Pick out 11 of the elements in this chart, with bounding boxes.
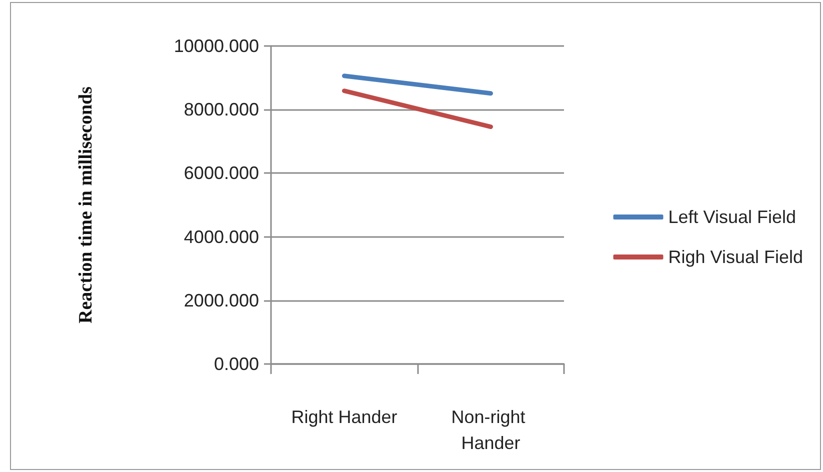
x-tick-label: Right Hander [291,407,398,427]
y-tick-label: 2000.000 [184,290,259,310]
y-tick-label: 6000.000 [184,163,259,184]
y-axis-title: Reaction time in milliseconds [76,86,96,324]
x-tick-label: Non-right Hander [451,407,530,453]
y-tick-label: 4000.000 [184,226,259,247]
y-tick-label: 8000.000 [184,100,259,120]
legend-label: Left Visual Field [668,207,796,227]
legend-label: Righ Visual Field [668,247,804,267]
y-tick-label: 10000.000 [174,36,259,56]
y-tick-label: 0.000 [214,354,259,374]
